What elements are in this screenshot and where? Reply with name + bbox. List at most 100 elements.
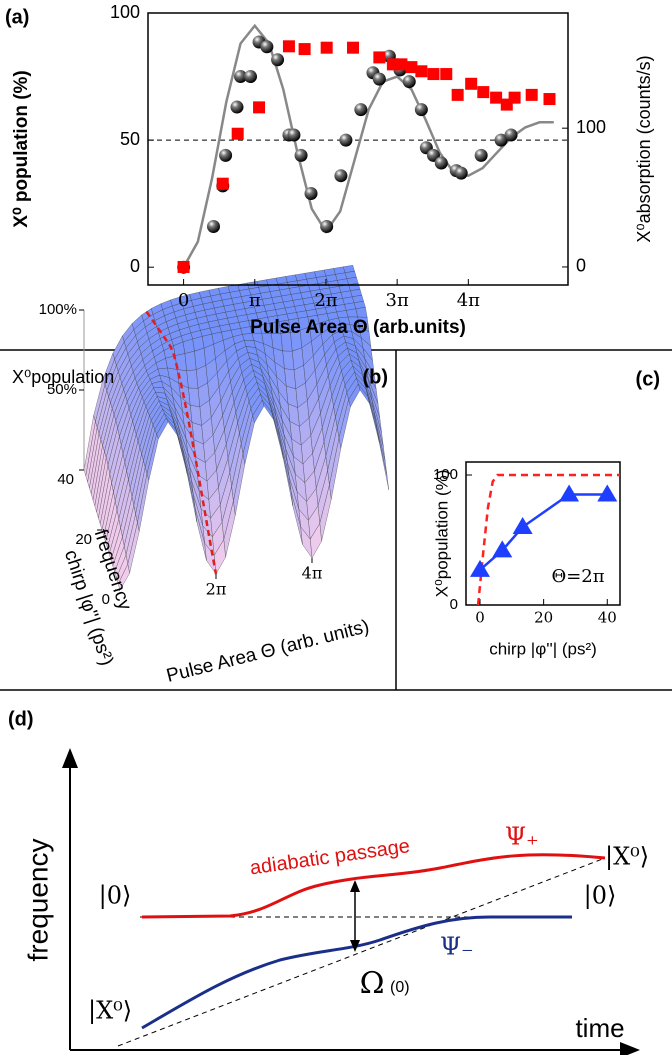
marker	[347, 41, 360, 54]
marker	[465, 77, 478, 90]
marker	[474, 148, 488, 162]
marker	[405, 61, 418, 74]
marker	[234, 70, 248, 84]
marker	[373, 51, 386, 64]
marker	[470, 559, 490, 577]
series-line	[479, 493, 608, 571]
surface-cell	[346, 308, 358, 318]
y-tick-label: 50	[120, 129, 140, 149]
marker	[492, 540, 513, 558]
marker	[354, 103, 368, 117]
y2-tick-label: 100	[576, 117, 606, 137]
x-tick-label: 20	[534, 609, 553, 627]
x-axis-label: chirp |φ''| (ps²)	[489, 639, 597, 658]
marker	[216, 177, 229, 190]
marker	[508, 91, 521, 104]
x-tick-label: 0	[178, 290, 189, 311]
z-tick-label: 50%	[47, 381, 77, 398]
lower-branch	[141, 915, 572, 1030]
marker	[490, 91, 503, 104]
arrowhead	[620, 1042, 640, 1055]
marker	[231, 127, 244, 140]
x-tick-label: 4π	[302, 564, 323, 583]
y-axis-label: X⁰population (%)	[432, 470, 451, 598]
marker	[219, 148, 233, 162]
marker	[494, 133, 508, 147]
x-axis-label: time	[575, 1013, 624, 1043]
branch-label: adiabatic passage	[249, 835, 412, 879]
series-line	[476, 473, 620, 606]
trajectory	[145, 310, 218, 575]
panel-b: 2π 4π 0 20 40 50% 100% X⁰population (b) Pulse Are…	[12, 265, 389, 687]
marker	[395, 58, 408, 71]
marker	[454, 166, 468, 180]
panel-label: (c)	[636, 368, 660, 390]
x-axis-label: Pulse Area Θ (arb.units)	[250, 317, 466, 338]
panel-label: (d)	[8, 708, 34, 730]
marker	[206, 220, 220, 234]
marker	[414, 103, 428, 117]
gap-label: Ω	[360, 966, 385, 1001]
x-tick-label: 40	[598, 609, 617, 627]
marker	[253, 101, 266, 114]
panel-label: (a)	[5, 6, 29, 28]
marker	[372, 72, 386, 86]
y-tick-label: 100	[433, 466, 458, 483]
marker	[244, 70, 258, 84]
marker	[320, 220, 334, 234]
z-tick-label: 100%	[39, 301, 77, 318]
marker	[287, 128, 301, 142]
marker	[434, 156, 448, 170]
state-label: Ψ₋	[440, 933, 474, 961]
surface-cell	[186, 369, 199, 389]
x-tick-label: 2π	[314, 290, 337, 311]
y-tick-label: 0	[130, 256, 140, 276]
x-tick-label: 3π	[386, 290, 409, 311]
x-tick-label: π	[249, 290, 261, 311]
state-label: |X⁰⟩	[605, 843, 649, 872]
y-tick-label: 40	[57, 471, 74, 488]
x-axis-label: Pulse Area Θ (arb. units)	[164, 616, 371, 687]
y2-tick-label: 0	[576, 256, 586, 276]
state-label: Ψ₊	[505, 823, 539, 851]
state-label: |0⟩	[99, 882, 132, 911]
panel-label: (b)	[362, 366, 388, 388]
marker	[339, 133, 353, 147]
marker	[543, 93, 556, 106]
marker	[559, 484, 580, 502]
marker	[440, 68, 453, 81]
marker	[477, 86, 490, 99]
marker	[230, 100, 244, 114]
upper-branch	[141, 853, 606, 919]
series-line	[182, 23, 554, 268]
panel-d: (d) frequency time |X⁰⟩ |X⁰⟩ |0⟩ |0⟩ adi…	[8, 708, 649, 1055]
plot-frame	[147, 12, 569, 286]
y-tick-label: 0	[450, 596, 458, 613]
marker	[298, 43, 311, 56]
annotation: Θ=2π	[551, 566, 604, 587]
surface-cell	[355, 307, 368, 318]
x-tick-label: 4π	[457, 290, 480, 311]
marker	[415, 65, 428, 78]
gap-label: (0)	[390, 979, 410, 996]
marker	[525, 88, 538, 101]
y-tick-label: 0	[102, 591, 110, 608]
chart-title: X⁰population	[12, 367, 114, 387]
marker	[320, 41, 333, 54]
y-axis-label: X⁰ population (%)	[11, 70, 32, 227]
marker	[451, 88, 464, 101]
surface-cell	[118, 563, 130, 591]
x-tick-label: 0	[475, 609, 485, 627]
marker	[177, 260, 190, 273]
marker	[271, 53, 285, 67]
marker	[304, 186, 318, 200]
marker	[402, 75, 416, 89]
y-tick-label: 20	[75, 531, 92, 548]
state-label: |X⁰⟩	[88, 997, 132, 1026]
marker	[427, 68, 440, 81]
plot-frame	[465, 461, 621, 606]
y-tick-label: 100	[110, 2, 140, 22]
marker	[334, 169, 348, 183]
marker	[260, 40, 274, 54]
